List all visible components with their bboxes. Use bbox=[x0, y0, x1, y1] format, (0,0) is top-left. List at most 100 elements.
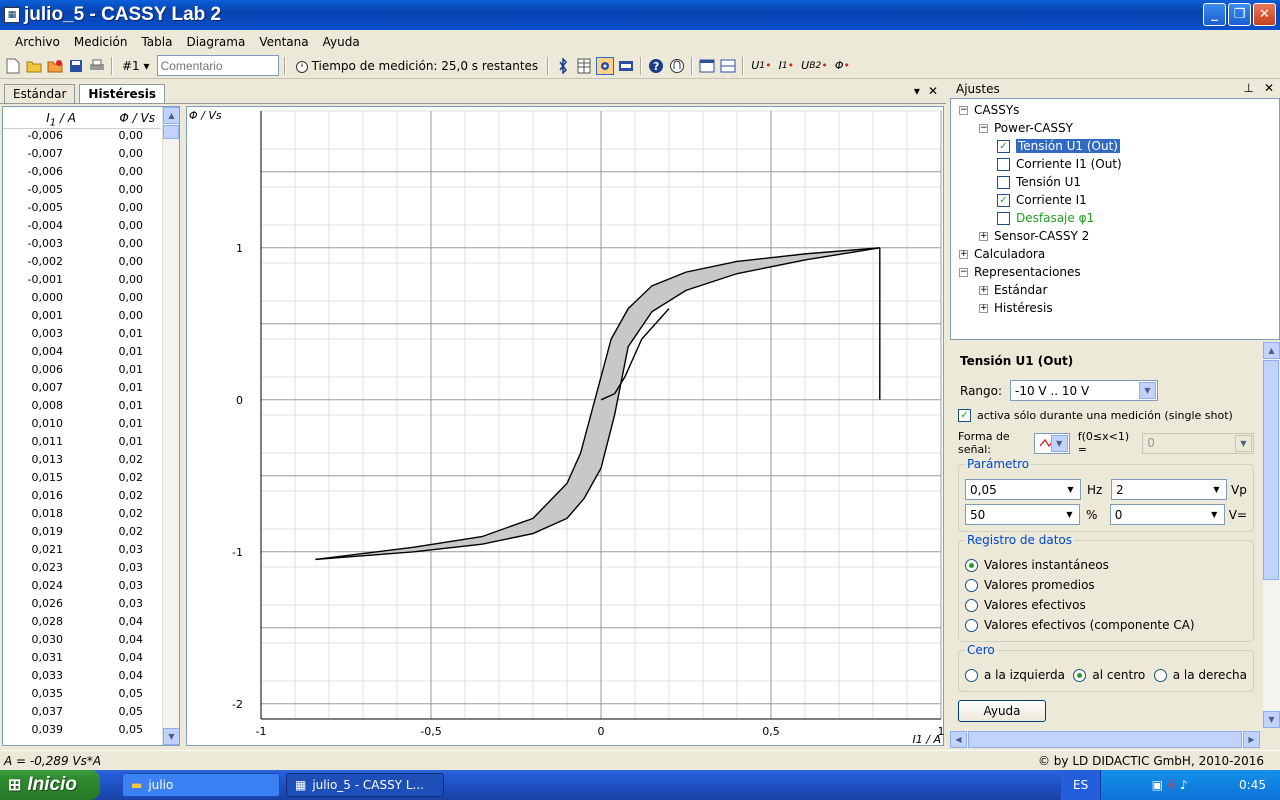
collapse-icon[interactable]: − bbox=[959, 266, 968, 277]
tree-node-calculadora[interactable]: + Calculadora bbox=[951, 245, 1279, 263]
checkbox-phase[interactable] bbox=[997, 211, 1010, 225]
radio-rms-ac[interactable]: Valores efectivos (componente CA) bbox=[965, 615, 1247, 635]
table-view-icon[interactable] bbox=[575, 57, 593, 75]
panel-close-icon[interactable]: ✕ bbox=[1263, 81, 1274, 95]
print-icon[interactable] bbox=[88, 57, 106, 75]
radio-rms[interactable]: Valores efectivos bbox=[965, 595, 1247, 615]
tree-item-i1[interactable]: ✓ Corriente I1 bbox=[951, 191, 1279, 209]
tree-item-i1-out[interactable]: Corriente I1 (Out) bbox=[951, 155, 1279, 173]
table-scrollbar[interactable]: ▲ ▼ bbox=[162, 107, 179, 745]
checkbox-u1[interactable] bbox=[997, 175, 1010, 189]
tree-node-estandar[interactable]: + Estándar bbox=[951, 281, 1279, 299]
scroll-up-button[interactable]: ▲ bbox=[163, 107, 179, 124]
radio-button[interactable] bbox=[965, 618, 978, 632]
display-icon[interactable] bbox=[617, 57, 635, 75]
maximize-button[interactable]: ❐ bbox=[1228, 3, 1251, 26]
tree-item-phase[interactable]: Desfasaje φ1 bbox=[951, 209, 1279, 227]
scroll-thumb[interactable] bbox=[1263, 360, 1279, 580]
checkbox-u1-out[interactable]: ✓ bbox=[997, 139, 1010, 153]
tree-node-sensor-cassy[interactable]: + Sensor-CASSY 2 bbox=[951, 227, 1279, 245]
single-shot-checkbox[interactable]: ✓ bbox=[958, 409, 971, 422]
frequency-input[interactable]: 0,05 ▼ bbox=[965, 479, 1081, 500]
start-button[interactable]: ⊞ Inicio bbox=[0, 770, 100, 800]
radio-average[interactable]: Valores promedios bbox=[965, 575, 1247, 595]
bluetooth-icon[interactable] bbox=[554, 57, 572, 75]
properties-hscrollbar[interactable]: ◀ ▶ bbox=[950, 731, 1260, 748]
waveform-select[interactable]: ▼ bbox=[1033, 432, 1070, 454]
checkbox-i1[interactable]: ✓ bbox=[997, 193, 1010, 207]
tab-dropdown-icon[interactable]: ▾ bbox=[913, 84, 920, 98]
radio-button[interactable] bbox=[1073, 668, 1087, 682]
radio-button[interactable] bbox=[965, 578, 978, 592]
close-button[interactable]: ✕ bbox=[1253, 3, 1276, 26]
radio-zero-right[interactable]: a la derecha bbox=[1153, 668, 1247, 682]
phi-display-button[interactable]: Φ • bbox=[834, 59, 850, 72]
open-example-icon[interactable] bbox=[46, 57, 64, 75]
menu-diagrama[interactable]: Diagrama bbox=[186, 35, 246, 49]
scroll-left-button[interactable]: ◀ bbox=[950, 731, 967, 748]
pin-icon[interactable]: ⊥ bbox=[1243, 81, 1254, 95]
tree-node-power-cassy[interactable]: − Power-CASSY bbox=[951, 119, 1279, 137]
menu-archivo[interactable]: Archivo bbox=[15, 35, 60, 49]
radio-instantaneous[interactable]: Valores instantáneos bbox=[965, 555, 1247, 575]
expand-icon[interactable]: + bbox=[979, 284, 988, 295]
i1-display-button[interactable]: I 1 • bbox=[778, 59, 795, 72]
tab-close-icon[interactable]: ✕ bbox=[927, 84, 938, 98]
checkbox-i1-out[interactable] bbox=[997, 157, 1010, 171]
scroll-down-button[interactable]: ▼ bbox=[163, 728, 179, 745]
window-layout-icon[interactable] bbox=[698, 57, 716, 75]
scroll-up-button[interactable]: ▲ bbox=[1263, 342, 1280, 359]
scroll-down-button[interactable]: ▼ bbox=[1263, 711, 1280, 728]
comment-input[interactable] bbox=[156, 55, 279, 76]
menu-tabla[interactable]: Tabla bbox=[141, 35, 173, 49]
network-icon[interactable]: ▣ bbox=[1151, 777, 1163, 792]
menu-medicion[interactable]: Medición bbox=[73, 35, 128, 49]
taskbar-item-cassy[interactable]: ▦ julio_5 - CASSY L... bbox=[286, 773, 444, 797]
save-icon[interactable] bbox=[67, 57, 85, 75]
scroll-right-button[interactable]: ▶ bbox=[1243, 731, 1260, 748]
tree-item-u1[interactable]: Tensión U1 bbox=[951, 173, 1279, 191]
expand-icon[interactable]: + bbox=[979, 230, 988, 241]
duty-cycle-input[interactable]: 50 ▼ bbox=[965, 504, 1080, 525]
scroll-thumb[interactable] bbox=[968, 731, 1242, 748]
help-icon[interactable]: ? bbox=[647, 57, 665, 75]
measurement-time-button[interactable]: Tiempo de medición: 25,0 s restantes bbox=[291, 59, 543, 73]
help-button[interactable]: Ayuda bbox=[958, 700, 1046, 722]
data-table[interactable]: I1 / A Φ / Vs -0,006 0,00 -0,007 0,00 -0,006… bbox=[2, 106, 180, 746]
expand-icon[interactable]: + bbox=[979, 302, 988, 313]
hysteresis-chart[interactable]: -1 -0,5 0 0,5 1 -2 -1 0 1 Φ / Vs I1 / A bbox=[186, 106, 945, 746]
language-indicator[interactable]: ES bbox=[1061, 770, 1101, 800]
radio-zero-center[interactable]: al centro bbox=[1073, 668, 1145, 682]
volume-icon[interactable]: ♪ bbox=[1179, 777, 1188, 792]
collapse-icon[interactable]: − bbox=[959, 104, 968, 115]
properties-scrollbar[interactable]: ▲ ▼ bbox=[1263, 342, 1280, 728]
security-icon[interactable]: ⛨ bbox=[1166, 777, 1176, 792]
tab-estandar[interactable]: Estándar bbox=[4, 84, 76, 103]
radio-zero-left[interactable]: a la izquierda bbox=[965, 668, 1065, 682]
scroll-thumb[interactable] bbox=[163, 125, 179, 139]
tree-item-u1-out[interactable]: ✓ Tensión U1 (Out) bbox=[951, 137, 1279, 155]
context-help-icon[interactable] bbox=[668, 57, 686, 75]
tree-node-histeresis[interactable]: + Histéresis bbox=[951, 299, 1279, 317]
taskbar-item-julio[interactable]: ▬ julio bbox=[122, 773, 280, 797]
tree-node-cassys[interactable]: − CASSYs bbox=[951, 101, 1279, 119]
minimize-button[interactable]: _ bbox=[1203, 3, 1226, 26]
menu-ayuda[interactable]: Ayuda bbox=[322, 35, 360, 49]
radio-button[interactable] bbox=[965, 598, 978, 612]
menu-ventana[interactable]: Ventana bbox=[259, 35, 309, 49]
open-folder-icon[interactable] bbox=[25, 57, 43, 75]
ub2-display-button[interactable]: U B2 • bbox=[801, 59, 828, 72]
collapse-icon[interactable]: − bbox=[979, 122, 988, 133]
tab-histeresis[interactable]: Histéresis bbox=[79, 84, 166, 103]
radio-button[interactable] bbox=[965, 558, 978, 572]
radio-button[interactable] bbox=[1153, 668, 1167, 682]
u1-display-button[interactable]: U 1 • bbox=[751, 59, 772, 72]
expand-icon[interactable]: + bbox=[959, 248, 968, 259]
window-tile-icon[interactable] bbox=[719, 57, 737, 75]
tree-node-representaciones[interactable]: − Representaciones bbox=[951, 263, 1279, 281]
record-number-select[interactable]: #1 ▾ bbox=[118, 59, 154, 73]
offset-input[interactable]: 0 ▼ bbox=[1109, 504, 1225, 525]
settings-gear-icon[interactable] bbox=[596, 56, 615, 75]
amplitude-input[interactable]: 2 ▼ bbox=[1111, 479, 1227, 500]
new-file-icon[interactable] bbox=[4, 57, 22, 75]
